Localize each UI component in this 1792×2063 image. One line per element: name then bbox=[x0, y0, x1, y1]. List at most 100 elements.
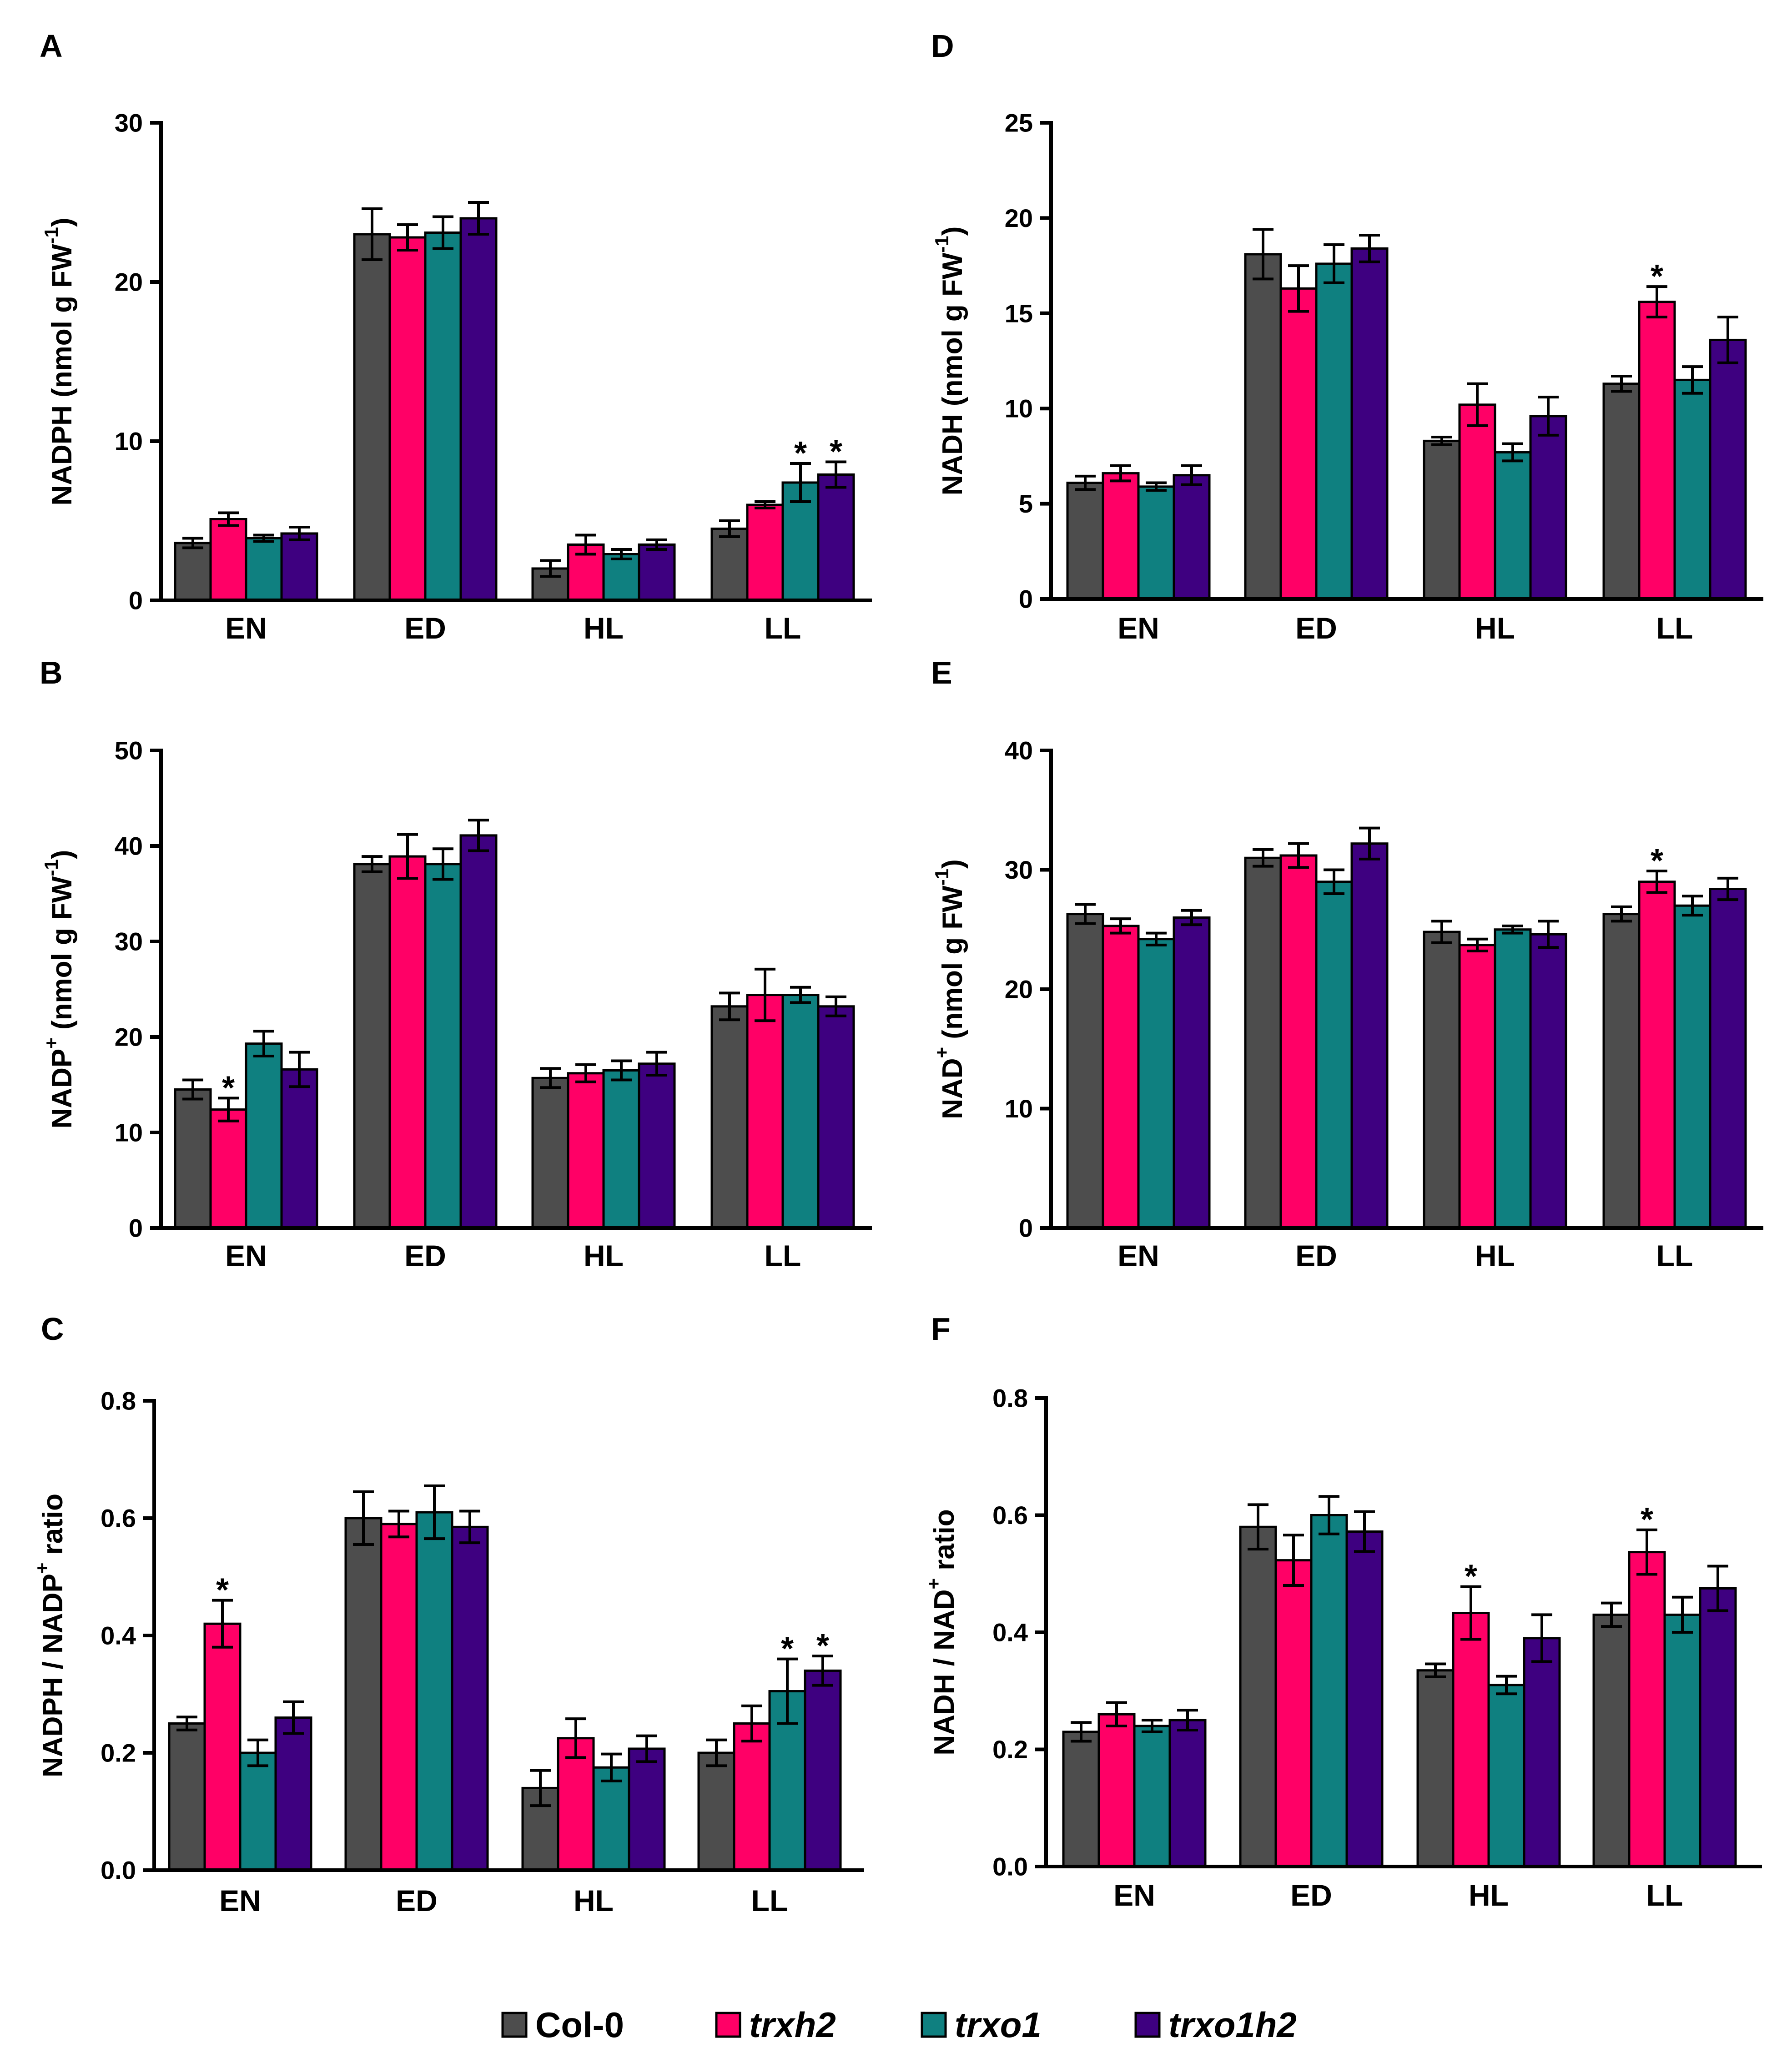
legend: Col-0 trxh2 trxo1 trxo1h2 bbox=[501, 2005, 1297, 2045]
panel-label: C bbox=[41, 1311, 64, 1347]
error-bar-f-col-0-ed bbox=[1248, 1503, 1268, 1551]
bar-e-trxo1-ll bbox=[1673, 904, 1711, 1229]
bars bbox=[174, 834, 855, 1229]
bar-d-trxh2-ed bbox=[1279, 287, 1318, 600]
bar-e-col-0-ed bbox=[1244, 856, 1282, 1229]
y-tick-label: 10 bbox=[1005, 1094, 1033, 1123]
error-bar-b-trxo1h2-ll bbox=[826, 995, 846, 1017]
x-category-label: EN bbox=[225, 611, 267, 645]
error-bar-a-col-0-ed bbox=[362, 207, 383, 261]
x-category-label: EN bbox=[225, 1239, 267, 1273]
y-axis-label: NADPH (nmol g FW-1) bbox=[40, 217, 78, 505]
significance-markers: ** bbox=[794, 434, 842, 472]
x-category-label: EN bbox=[1117, 1239, 1159, 1273]
x-category-label: EN bbox=[1117, 611, 1159, 645]
error-bar-b-trxo1h2-hl bbox=[646, 1051, 667, 1077]
legend-swatch bbox=[501, 2012, 528, 2038]
bar-e-trxh2-hl bbox=[1458, 944, 1496, 1229]
bar-f-trxh2-ed bbox=[1274, 1559, 1313, 1868]
significance-marker: * bbox=[222, 1070, 235, 1106]
y-tick-label: 0.8 bbox=[992, 1384, 1028, 1413]
error-bar-e-trxh2-en bbox=[1110, 917, 1131, 935]
panel-d: D NADH (nmol g FW-1) * 0 5 10 15 20 25 EN ED HL LL bbox=[931, 28, 1763, 645]
bar-d-trxh2-en bbox=[1102, 472, 1140, 600]
bars bbox=[174, 217, 855, 602]
significance-markers: * bbox=[1651, 258, 1663, 295]
legend-item-trxo1: trxo1 bbox=[921, 2005, 1042, 2045]
error-bar-f-trxo1-en bbox=[1142, 1719, 1163, 1733]
panel-c: C NADPH / NADP+ ratio * * * 0.0 0.2 0.4 0.6 0.8 EN… bbox=[31, 1311, 864, 1917]
error-bar-c-trxo1-hl bbox=[601, 1752, 622, 1782]
error-bar-a-trxh2-hl bbox=[575, 533, 596, 556]
y-tick-label: 30 bbox=[115, 927, 143, 956]
significance-markers: ** bbox=[1465, 1502, 1653, 1595]
y-tick-label: 20 bbox=[115, 1023, 143, 1052]
x-category-label: HL bbox=[1469, 1878, 1509, 1912]
panel-label: A bbox=[40, 28, 63, 64]
error-bar-f-trxo1h2-en bbox=[1177, 1709, 1198, 1732]
error-bar-f-col-0-hl bbox=[1425, 1662, 1446, 1678]
axes: 0 10 20 30 40 50 EN ED HL LL bbox=[115, 736, 872, 1273]
bar-a-trxh2-ll bbox=[746, 503, 784, 602]
y-tick-label: 10 bbox=[115, 1118, 143, 1147]
axes: 0 5 10 15 20 25 EN ED HL LL bbox=[1005, 109, 1763, 645]
error-bar-b-trxo1h2-ed bbox=[468, 819, 489, 852]
legend-item-trxh2: trxh2 bbox=[715, 2005, 836, 2045]
x-category-label: ED bbox=[1295, 611, 1337, 645]
error-bar-f-trxo1-hl bbox=[1496, 1675, 1517, 1696]
error-bar-c-trxh2-ed bbox=[388, 1510, 409, 1539]
x-category-label: ED bbox=[1295, 1239, 1337, 1273]
error-bars bbox=[176, 1484, 833, 1807]
bar-e-trxh2-ed bbox=[1279, 854, 1318, 1229]
bar-d-trxo1h2-hl bbox=[1529, 415, 1567, 600]
bar-c-trxh2-ed bbox=[380, 1523, 418, 1872]
y-tick-label: 30 bbox=[1005, 855, 1033, 884]
x-category-label: ED bbox=[1290, 1878, 1332, 1912]
error-bar-d-trxh2-ll bbox=[1646, 285, 1667, 319]
significance-marker: * bbox=[1465, 1559, 1477, 1595]
error-bar-a-trxo1-en bbox=[253, 533, 274, 543]
bars bbox=[168, 1511, 842, 1872]
y-axis-label-text: ) bbox=[937, 859, 968, 869]
bar-c-trxh2-en bbox=[203, 1622, 242, 1872]
bar-f-trxo1h2-en bbox=[1168, 1719, 1207, 1868]
error-bar-d-trxo1-ed bbox=[1324, 243, 1344, 284]
y-axis-label-text: ) bbox=[937, 226, 968, 236]
error-bar-e-trxo1h2-ed bbox=[1359, 826, 1380, 860]
error-bar-f-col-0-en bbox=[1071, 1721, 1092, 1743]
bar-c-trxo1h2-ll bbox=[804, 1669, 842, 1872]
panel-label: E bbox=[931, 655, 952, 690]
error-bar-a-trxo1h2-hl bbox=[646, 538, 667, 551]
bar-c-trxo1h2-hl bbox=[628, 1747, 666, 1872]
y-axis-label-superscript: -1 bbox=[40, 227, 62, 244]
error-bar-c-trxo1h2-hl bbox=[636, 1734, 657, 1763]
y-axis-label-superscript: -1 bbox=[931, 236, 952, 252]
y-tick-label: 0.6 bbox=[101, 1504, 136, 1533]
error-bar-c-col-0-ll bbox=[706, 1738, 727, 1767]
error-bar-d-col-0-ed bbox=[1253, 228, 1274, 281]
bar-d-col-0-hl bbox=[1423, 439, 1461, 600]
error-bar-b-trxh2-ed bbox=[397, 833, 418, 880]
bar-e-trxo1h2-en bbox=[1173, 916, 1211, 1229]
bar-d-trxo1-ed bbox=[1315, 262, 1353, 600]
legend-label: trxo1 bbox=[955, 2005, 1042, 2045]
x-category-label: HL bbox=[1475, 1239, 1515, 1273]
bar-b-trxo1-ed bbox=[424, 863, 462, 1229]
error-bar-c-col-0-hl bbox=[530, 1769, 551, 1807]
panel-label: F bbox=[931, 1311, 951, 1347]
bar-f-trxh2-hl bbox=[1452, 1612, 1490, 1868]
error-bar-b-trxo1-ed bbox=[433, 847, 453, 881]
x-category-label: LL bbox=[751, 1884, 788, 1917]
y-tick-label: 0.4 bbox=[992, 1618, 1028, 1647]
y-axis-label-text: ) bbox=[46, 850, 78, 860]
x-category-label: HL bbox=[1475, 611, 1515, 645]
bar-a-trxo1h2-ll bbox=[817, 473, 855, 602]
bar-a-trxo1h2-en bbox=[280, 532, 318, 602]
y-tick-label: 0.0 bbox=[101, 1856, 136, 1885]
bar-a-trxo1-en bbox=[245, 537, 283, 602]
error-bar-e-col-0-en bbox=[1075, 903, 1096, 925]
bar-a-trxh2-ed bbox=[388, 236, 427, 602]
error-bar-e-trxo1h2-hl bbox=[1538, 920, 1559, 949]
y-tick-label: 0.2 bbox=[101, 1739, 136, 1767]
